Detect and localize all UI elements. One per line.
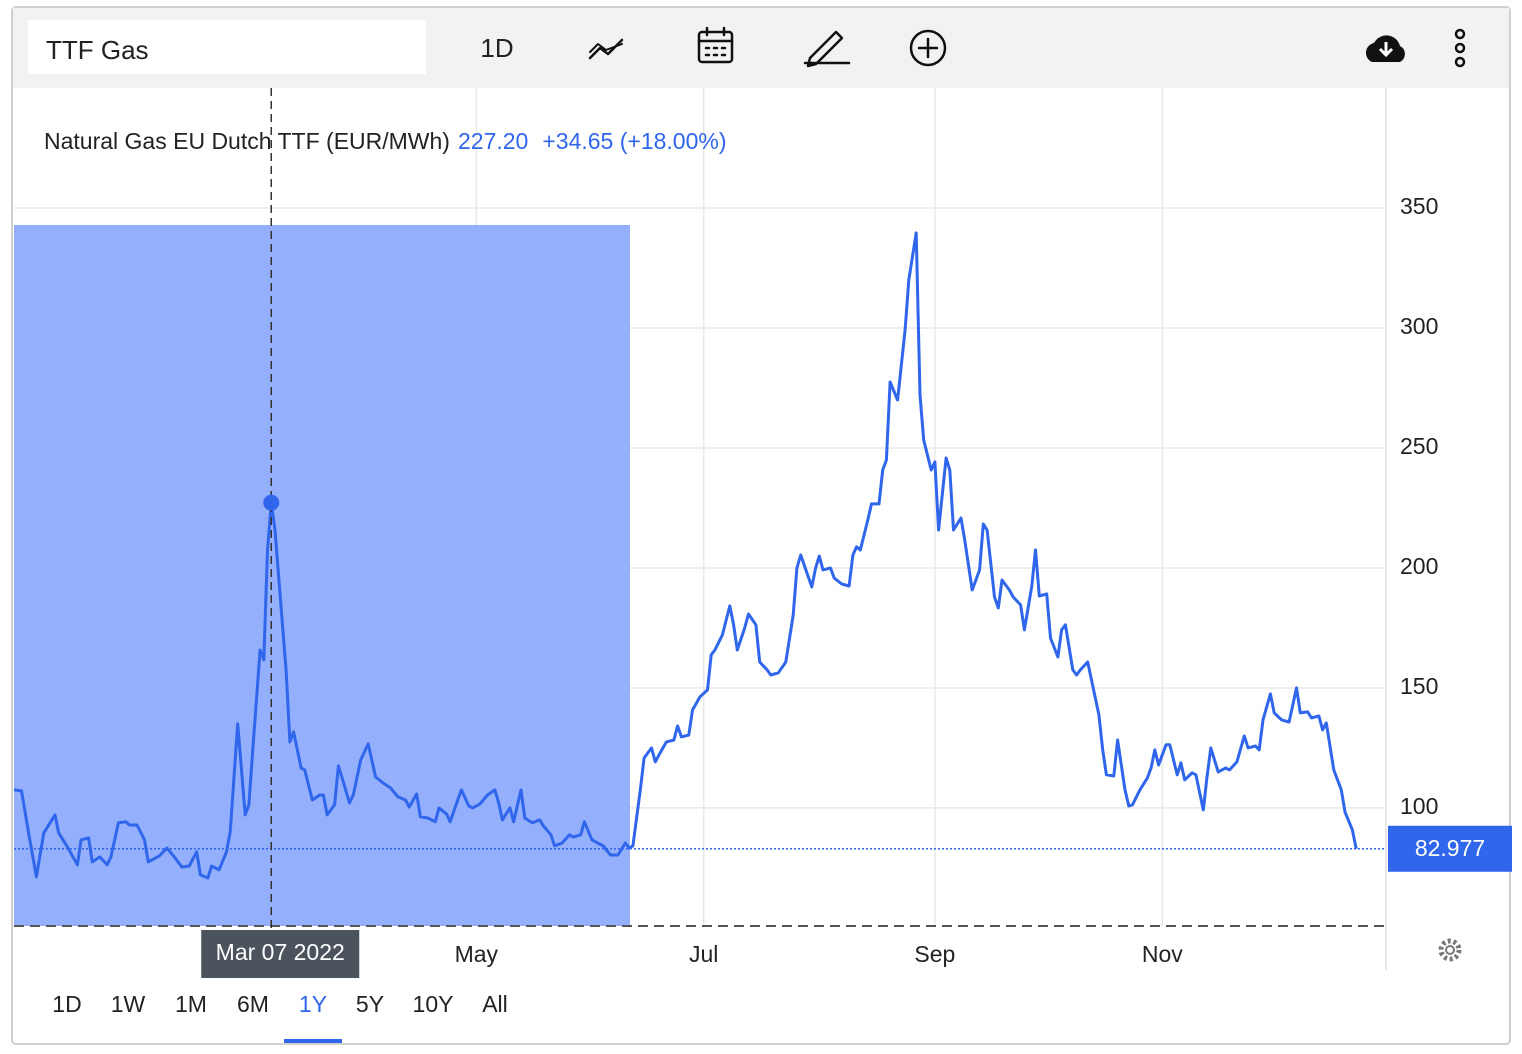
gear-hub: [1445, 945, 1455, 955]
crosshair-point: [263, 494, 280, 511]
x-tick-label: Nov: [1142, 941, 1183, 967]
range-button[interactable]: 5Y: [356, 991, 384, 1017]
calendar-icon[interactable]: [697, 26, 734, 64]
download-arrow: [1378, 42, 1394, 58]
calendar-days: [704, 46, 727, 57]
settings-icon[interactable]: [1438, 938, 1462, 962]
range-buttons: 1D 1W 1M 6M 1Y 5Y 10Y All: [52, 991, 508, 1043]
y-tick-label: 200: [1400, 553, 1438, 579]
dot: [1454, 28, 1466, 40]
x-tick-label: Jul: [689, 941, 718, 967]
dot: [1454, 56, 1466, 68]
symbol-text: TTF Gas: [46, 35, 149, 65]
range-button[interactable]: 1M: [175, 991, 207, 1017]
price-line: [13, 231, 1358, 880]
range-button[interactable]: 1W: [111, 991, 146, 1017]
x-tick-label: Sep: [914, 941, 955, 967]
range-button[interactable]: 10Y: [413, 991, 454, 1017]
calendar-body: [697, 30, 734, 64]
add-icon[interactable]: [909, 29, 947, 67]
y-tick-label: 250: [1400, 433, 1438, 459]
add-plus: [917, 37, 939, 59]
range-button[interactable]: 6M: [237, 991, 269, 1017]
legend-change: +34.65 (+18.00%): [542, 128, 726, 154]
download-icon[interactable]: [1365, 35, 1405, 62]
y-tick-label: 100: [1400, 793, 1438, 819]
plot-overlay: 82.977 Mar 07 2022: [13, 88, 1512, 978]
range-button[interactable]: 1D: [52, 991, 81, 1017]
last-value-tag: [1388, 825, 1512, 872]
legend-value: 227.20: [458, 128, 528, 154]
x-tick-label: May: [455, 941, 499, 967]
crosshair-label: Mar 07 2022: [216, 939, 345, 965]
menu-icon[interactable]: [1454, 28, 1466, 68]
last-value-label: 82.977: [1415, 835, 1485, 861]
range-button[interactable]: 1Y: [299, 991, 327, 1017]
y-tick-label: 150: [1400, 673, 1438, 699]
gear-teeth: [1438, 938, 1462, 962]
legend-name: Natural Gas EU Dutch TTF (EUR/MWh): [44, 128, 450, 154]
y-tick-label: 350: [1400, 193, 1438, 219]
dot: [1454, 42, 1466, 54]
crosshair-tag: [201, 930, 360, 978]
draw-icon[interactable]: [803, 30, 851, 68]
legend: Natural Gas EU Dutch TTF (EUR/MWh) 227.20…: [44, 128, 726, 154]
range-selection[interactable]: [14, 225, 630, 926]
range-button[interactable]: All: [482, 991, 508, 1017]
range-active-underline: [284, 1039, 342, 1043]
interval-button[interactable]: 1D: [480, 33, 513, 63]
y-tick-label: 300: [1400, 313, 1438, 339]
symbol-input[interactable]: [28, 20, 426, 74]
add-circle: [909, 29, 947, 67]
pencil: [806, 30, 844, 68]
chart-type-icon-line: [589, 43, 623, 53]
